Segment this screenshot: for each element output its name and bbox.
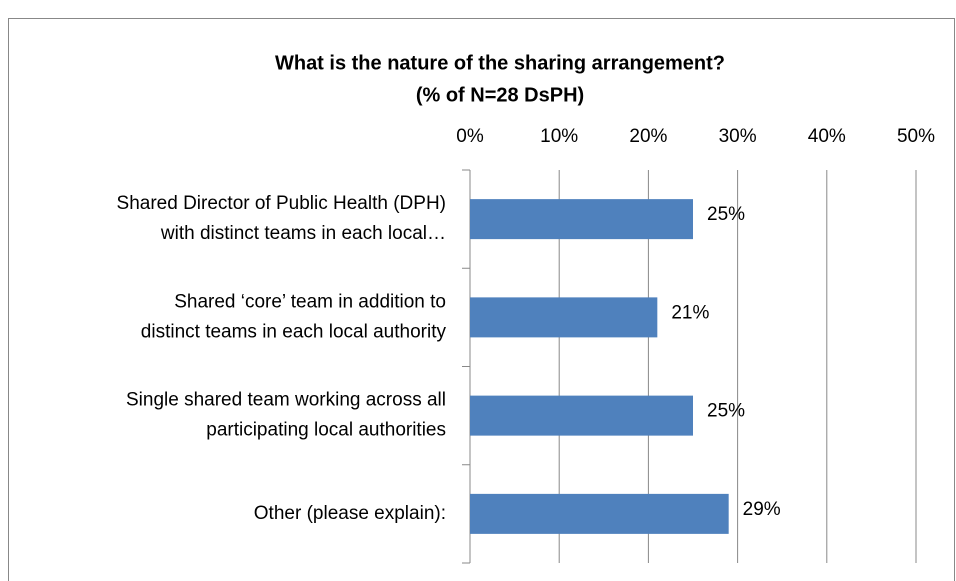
x-tick-label: 0% (456, 126, 484, 147)
bar (470, 199, 693, 240)
x-tick-label: 20% (629, 126, 667, 147)
x-tick-label: 50% (897, 126, 935, 147)
value-label: 21% (671, 302, 709, 323)
bar (470, 297, 658, 338)
x-tick-label: 30% (719, 126, 757, 147)
y-tick-label: Shared ‘core’ team in addition to distinc… (141, 291, 447, 342)
chart-subtitle: (% of N=28 DsPH) (416, 84, 584, 106)
bar (470, 493, 729, 534)
x-tick-label: 40% (808, 126, 846, 147)
value-label: 29% (743, 499, 781, 520)
bar (470, 395, 693, 436)
y-tick-label: Shared Director of Public Health (DPH) wi… (117, 193, 446, 244)
value-label: 25% (707, 401, 745, 422)
chart-title: What is the nature of the sharing arrang… (275, 52, 725, 74)
value-label: 25% (707, 204, 745, 225)
y-tick-label: Other (please explain): (254, 503, 446, 524)
x-tick-label: 10% (540, 126, 578, 147)
y-tick-label: Single shared team working across all par… (126, 390, 446, 441)
